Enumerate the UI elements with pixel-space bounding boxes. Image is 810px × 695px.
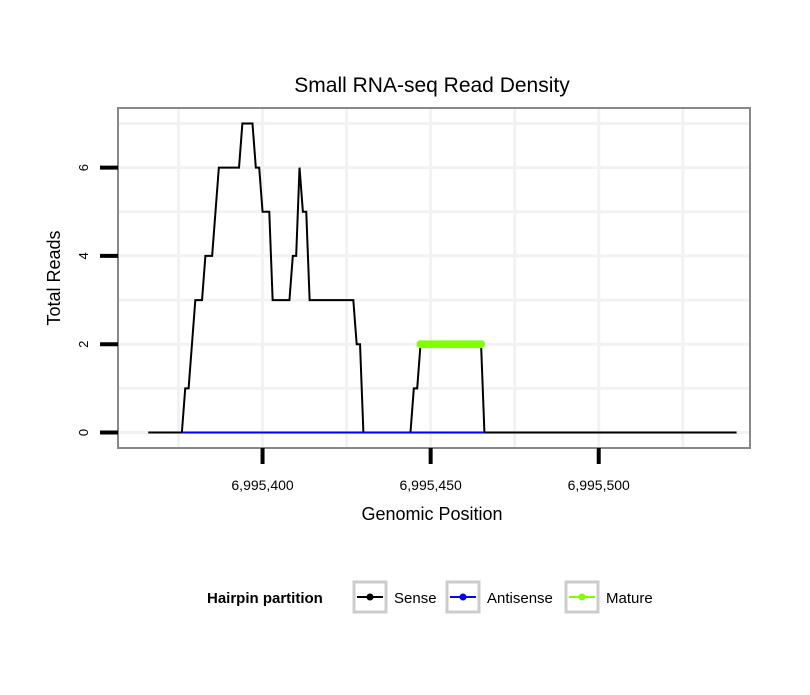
legend-label: Sense xyxy=(394,590,437,607)
legend-title: Hairpin partition xyxy=(207,590,323,607)
grid-layer xyxy=(119,109,749,447)
legend-key-point xyxy=(578,593,586,601)
y-tick-label: 0 xyxy=(76,429,91,436)
y-tick-label: 2 xyxy=(76,341,91,348)
series-layer xyxy=(148,122,737,434)
x-axis-label: Genomic Position xyxy=(361,504,502,524)
y-tick-label: 4 xyxy=(76,252,91,259)
legend-label: Mature xyxy=(606,590,653,607)
x-tick-label: 6,995,450 xyxy=(399,477,461,493)
mature-point xyxy=(477,340,486,349)
legend-entry-sense: Sense xyxy=(352,580,437,614)
legend-entry-antisense: Antisense xyxy=(445,580,553,614)
y-tick-label: 6 xyxy=(76,164,91,171)
legend-key-point xyxy=(459,593,467,601)
plot-panel-border xyxy=(117,107,751,449)
legend-entries: Sense Antisense Mature xyxy=(352,580,653,614)
x-tick-label: 6,995,400 xyxy=(231,477,293,493)
legend-entry-mature: Mature xyxy=(564,580,653,614)
legend-key-point xyxy=(366,593,374,601)
chart-title: Small RNA-seq Read Density xyxy=(294,74,570,97)
y-axis-label: Total Reads xyxy=(44,230,64,325)
axis-layer: 6,995,400 6,995,450 6,995,500 0 2 4 6 xyxy=(76,164,630,493)
legend: Hairpin partition Sense Antisense Mature xyxy=(207,580,653,614)
x-tick-label: 6,995,500 xyxy=(568,477,630,493)
legend-label: Antisense xyxy=(487,590,553,607)
sense-line xyxy=(148,122,737,434)
